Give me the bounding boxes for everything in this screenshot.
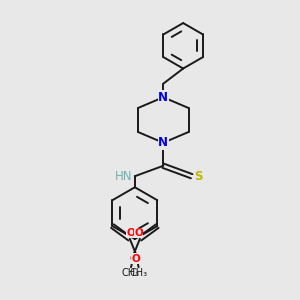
Text: O: O bbox=[127, 228, 135, 238]
Text: O: O bbox=[130, 254, 139, 264]
Text: O: O bbox=[131, 254, 140, 264]
Text: O: O bbox=[134, 228, 143, 238]
Text: N: N bbox=[158, 91, 168, 104]
Text: CH₃: CH₃ bbox=[130, 268, 148, 278]
Text: HN: HN bbox=[115, 170, 132, 183]
Text: S: S bbox=[194, 170, 203, 183]
Text: N: N bbox=[158, 136, 168, 149]
Text: CH₃: CH₃ bbox=[122, 268, 140, 278]
